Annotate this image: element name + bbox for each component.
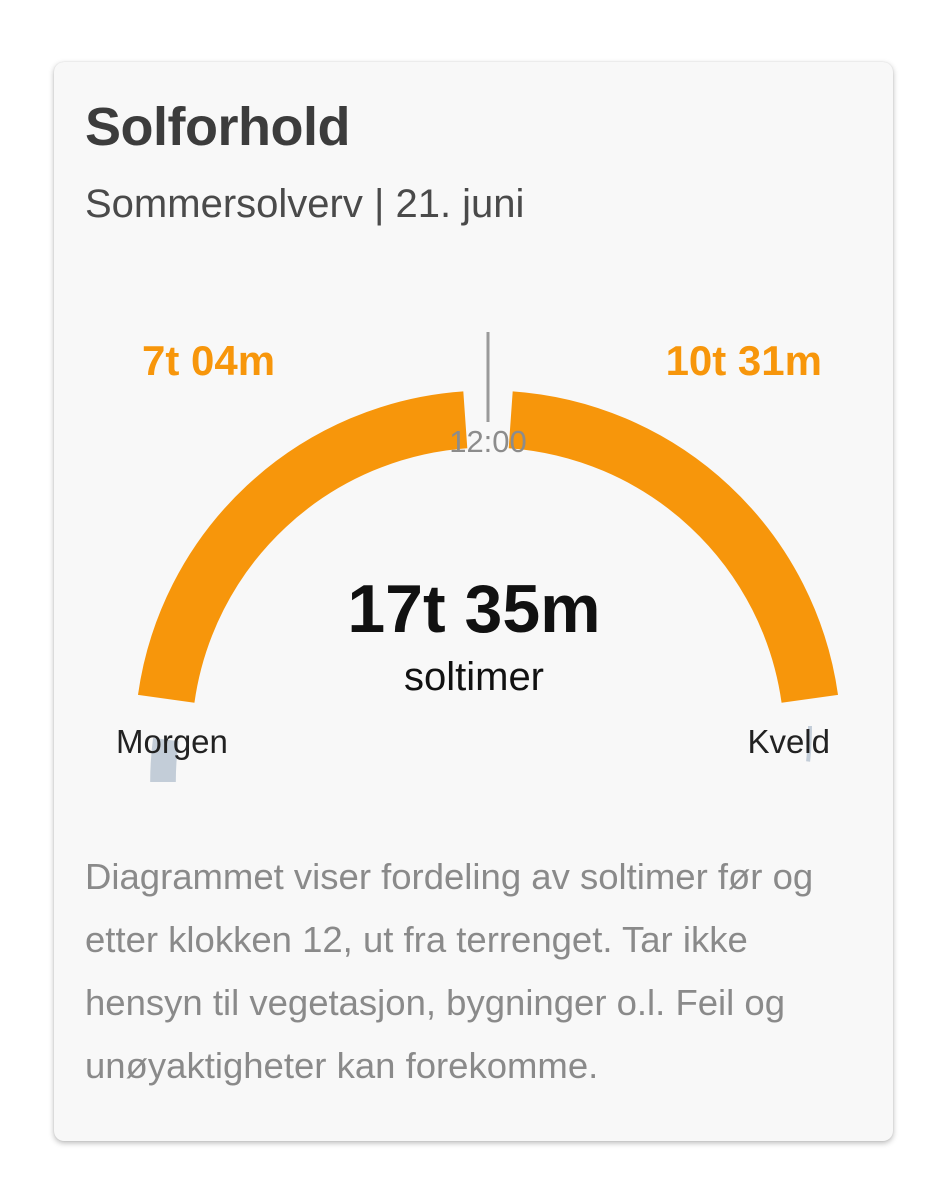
morning-hours-value: 7t 04m	[142, 337, 275, 384]
morning-sun-arc	[137, 391, 468, 703]
evening-sun-arc	[508, 391, 839, 703]
evening-label: Kveld	[747, 723, 830, 760]
chart-description: Diagrammet viser fordeling av soltimer f…	[85, 856, 814, 1086]
card-subtitle: Sommersolverv | 21. juni	[85, 182, 525, 226]
evening-hours-value: 10t 31m	[666, 337, 822, 384]
morning-shade-segment	[150, 737, 179, 782]
noon-label: 12:00	[449, 424, 527, 459]
evening-shade-segment	[806, 725, 812, 762]
morning-label: Morgen	[116, 723, 228, 760]
card-title: Solforhold	[85, 97, 350, 157]
total-sun-hours-label: soltimer	[404, 655, 544, 699]
total-sun-hours: 17t 35m	[347, 571, 600, 647]
sun-conditions-card: Solforhold Sommersolverv | 21. juni 12:0…	[54, 62, 893, 1141]
sun-hours-gauge: 12:00 7t 04m 10t 31m 17t 35m soltimer Mo…	[116, 332, 839, 782]
